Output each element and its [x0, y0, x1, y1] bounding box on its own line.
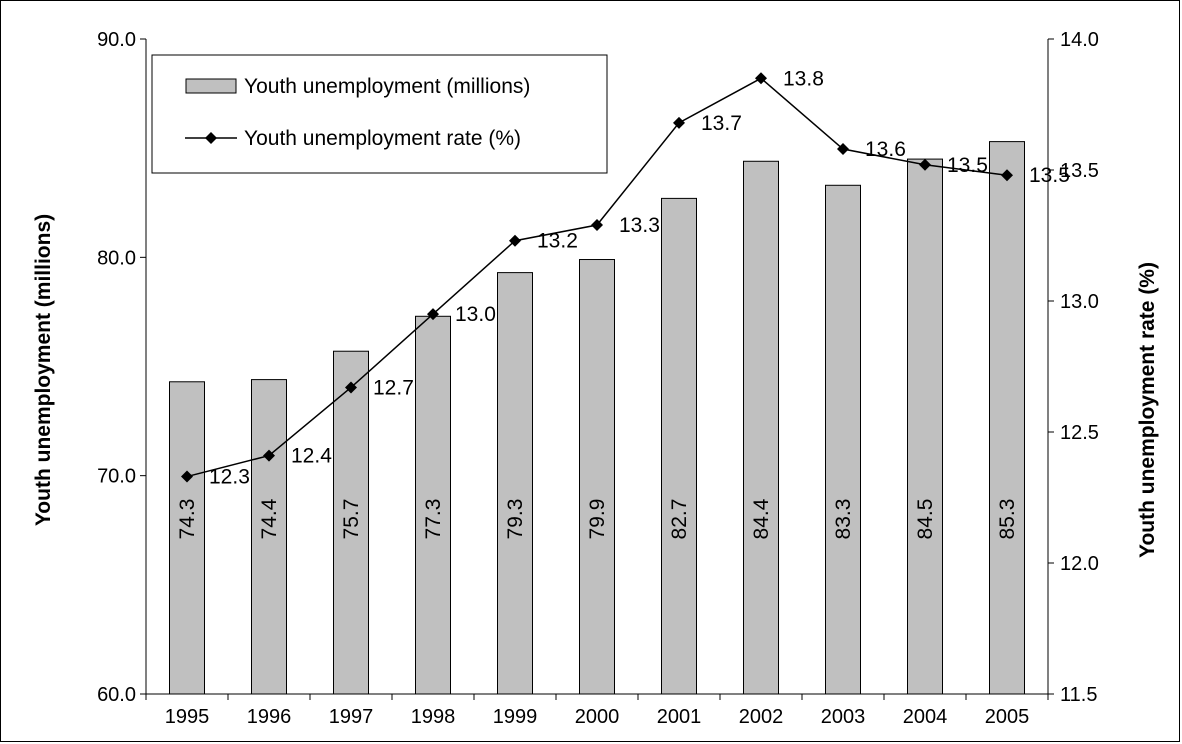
legend-box — [151, 54, 608, 174]
y2-axis-title: Youth unemployment rate (%) — [1136, 262, 1159, 558]
bar-value-label: 84.5 — [914, 499, 937, 540]
rate-point — [591, 219, 603, 232]
bar — [251, 379, 287, 695]
rate-value-label: 13.3 — [619, 214, 660, 237]
bar-value-label: 79.9 — [586, 499, 609, 540]
y2-tick-label: 11.5 — [1060, 684, 1097, 706]
rate-value-label: 12.4 — [291, 445, 332, 468]
rate-value-label: 13.5 — [1029, 164, 1070, 187]
bar — [743, 160, 779, 695]
legend-line-label: Youth unemployment rate (%) — [244, 127, 521, 150]
x-tick-label: 2005 — [985, 706, 1030, 728]
rate-point — [673, 116, 685, 129]
y-tick-label: 60.0 — [97, 684, 136, 706]
y-tick-label: 80.0 — [97, 247, 136, 269]
rate-value-label: 13.6 — [865, 138, 906, 161]
bar-value-label: 82.7 — [668, 499, 691, 540]
bar-value-label: 74.3 — [176, 499, 199, 540]
bar-value-label: 75.7 — [340, 499, 363, 540]
bar — [579, 259, 615, 695]
bar-value-label: 74.4 — [258, 498, 281, 539]
bar — [661, 197, 697, 695]
y-tick-label: 90.0 — [97, 29, 136, 51]
rate-value-label: 13.2 — [537, 230, 578, 253]
bar-value-label: 84.4 — [750, 498, 773, 539]
x-tick-label: 2001 — [657, 706, 702, 728]
x-tick-label: 1996 — [247, 706, 292, 728]
bar-value-label: 77.3 — [422, 499, 445, 540]
x-tick-label: 2002 — [739, 706, 784, 728]
x-tick-label: 2000 — [575, 706, 620, 728]
bar — [989, 141, 1025, 695]
line-layer — [181, 72, 1013, 483]
rate-value-label: 13.8 — [783, 67, 824, 90]
rate-point — [837, 143, 849, 156]
y-axis-title: Youth unemployment (millions) — [32, 214, 55, 526]
bar — [333, 350, 369, 695]
rate-point — [427, 308, 439, 321]
legend-line-marker — [205, 132, 217, 144]
y2-tick-label: 14.0 — [1060, 29, 1099, 51]
x-tick-label: 1998 — [411, 706, 456, 728]
rate-point — [263, 449, 275, 462]
legend-bar-label: Youth unemployment (millions) — [244, 75, 530, 98]
rate-point — [509, 234, 521, 247]
x-tick-label: 1995 — [165, 706, 210, 728]
axes-layer: 60.0 70.0 80.0 90.0 11.5 12.0 12.5 13.0 13.5 14.0… — [97, 29, 1099, 728]
rate-point — [181, 470, 193, 483]
rate-point — [1001, 169, 1013, 182]
rate-value-label: 13.7 — [701, 112, 742, 135]
y2-tick-label: 13.0 — [1060, 291, 1099, 313]
rate-value-label: 12.3 — [209, 466, 250, 489]
bar-value-label: 83.3 — [832, 499, 855, 540]
rate-value-label: 12.7 — [373, 376, 414, 399]
legend: Youth unemployment (millions) Youth unem… — [151, 54, 608, 174]
rate-point — [919, 158, 931, 171]
rate-point — [345, 381, 357, 394]
bar — [497, 272, 533, 695]
bar-value-label: 79.3 — [504, 499, 527, 540]
y2-tick-label: 12.0 — [1060, 553, 1099, 575]
y2-tick-label: 13.5 — [1060, 160, 1099, 182]
x-tick-label: 2004 — [903, 706, 948, 728]
rate-value-label: 13.5 — [947, 154, 988, 177]
rate-point — [755, 72, 767, 85]
y2-tick-label: 12.5 — [1060, 422, 1099, 444]
bar — [907, 158, 943, 695]
x-tick-label: 1997 — [329, 706, 374, 728]
x-tick-label: 2003 — [821, 706, 866, 728]
labels-layer: 74.3 74.4 75.7 77.3 79.3 79.9 82.7 84.4 83.3 84.5… — [176, 67, 1070, 539]
bar — [415, 315, 451, 695]
bar — [825, 184, 861, 695]
legend-bar-swatch — [185, 78, 237, 94]
y-tick-label: 70.0 — [97, 466, 136, 488]
x-tick-label: 1999 — [493, 706, 538, 728]
rate-value-label: 13.0 — [455, 303, 496, 326]
bar-value-label: 85.3 — [996, 499, 1019, 540]
